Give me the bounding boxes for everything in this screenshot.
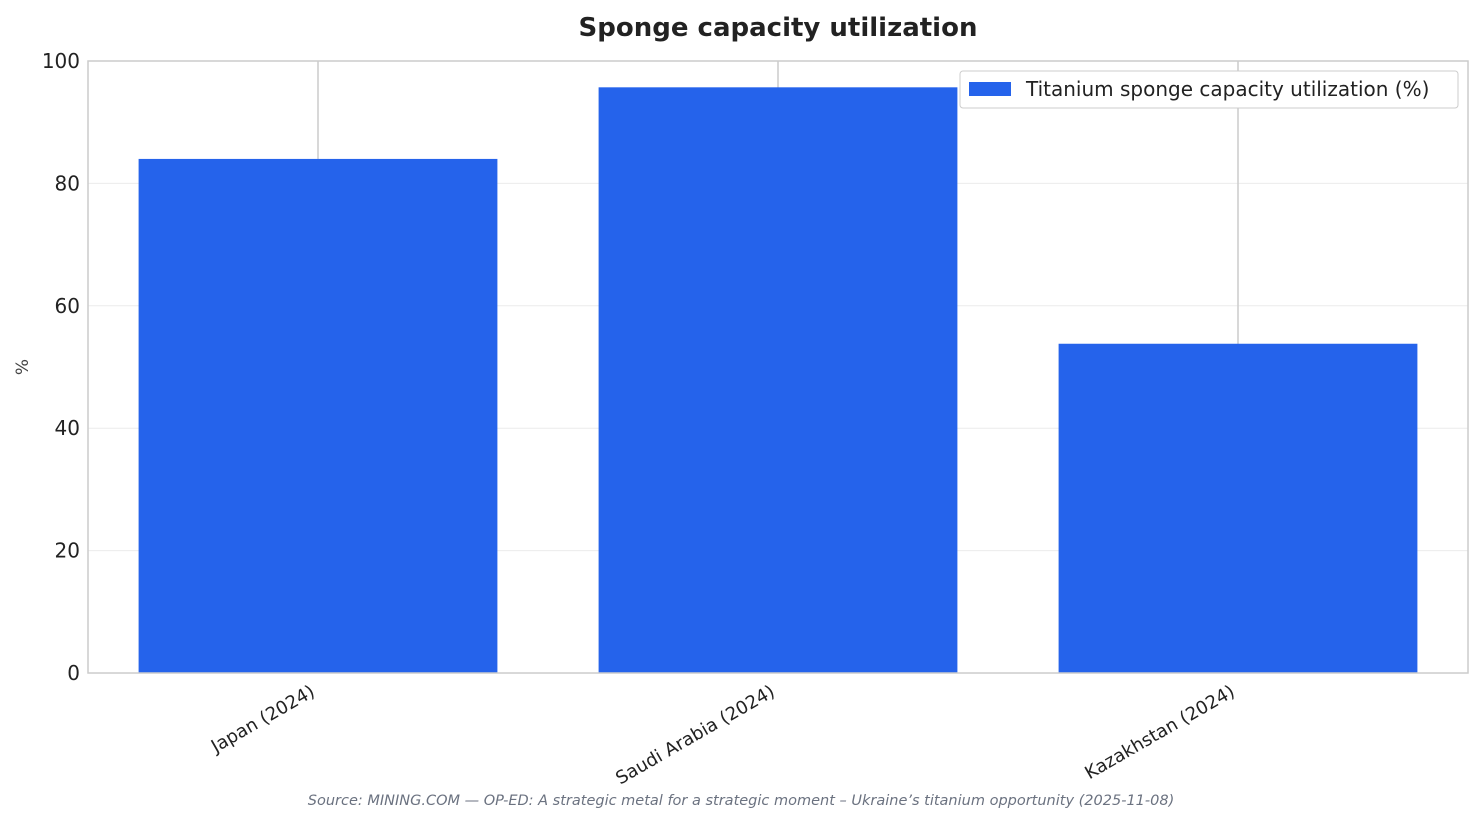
legend-swatch — [969, 82, 1011, 96]
y-tick-label: 60 — [55, 294, 80, 318]
x-axis-ticks: Japan (2024) Saudi Arabia (2024) Kazakhsta… — [207, 681, 1239, 789]
y-tick-label: 100 — [42, 49, 80, 73]
bar — [138, 158, 498, 674]
bars — [138, 87, 1418, 674]
y-tick-label: 20 — [55, 539, 80, 563]
x-tick-label: Saudi Arabia (2024) — [612, 681, 778, 789]
y-tick-label: 0 — [67, 661, 80, 685]
bar — [1058, 343, 1418, 673]
plot-frame — [87, 60, 1469, 674]
y-tick-label: 80 — [55, 171, 80, 195]
x-tick-label: Japan (2024) — [207, 681, 319, 758]
legend-label: Titanium sponge capacity utilization (%) — [1025, 77, 1429, 101]
chart-title: Sponge capacity utilization — [579, 13, 978, 43]
legend: Titanium sponge capacity utilization (%) — [959, 70, 1459, 109]
y-tick-label: 40 — [55, 416, 80, 440]
bar — [598, 87, 958, 674]
y-axis-ticks: 0 20 40 60 80 100 — [42, 49, 80, 685]
x-tick-label: Kazakhstan (2024) — [1081, 681, 1238, 784]
source-note: Source: MINING.COM — OP-ED: A strategic … — [308, 793, 1174, 809]
legend-box — [959, 70, 1459, 109]
y-axis-label: % — [13, 359, 33, 375]
